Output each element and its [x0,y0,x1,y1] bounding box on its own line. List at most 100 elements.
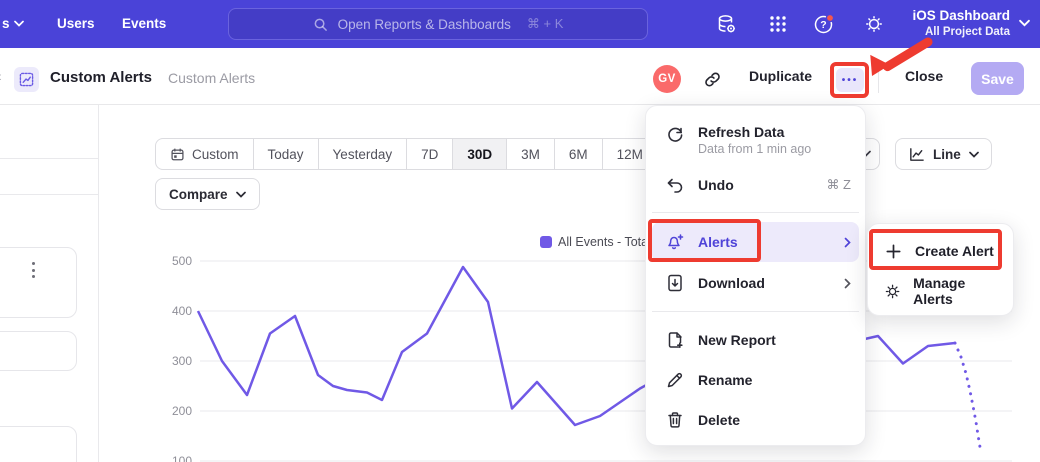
compare-button[interactable]: Compare [155,178,260,210]
search-input[interactable]: Open Reports & Dashboards ⌘ + K [228,8,648,40]
range-label: Custom [192,147,239,162]
svg-text:?: ? [820,19,826,31]
chevron-right-icon [844,237,851,248]
nav-item-partial[interactable]: s [2,0,10,48]
save-label: Save [981,71,1014,87]
apps-grid-icon[interactable] [767,13,789,35]
save-button[interactable]: Save [971,62,1024,95]
trash-icon [665,410,685,430]
report-header: ‹ Custom Alerts Custom Alerts GV Duplica… [0,48,1040,105]
chart-type-button[interactable]: Line [895,138,992,170]
series-line-incomplete-dotted [955,343,980,447]
nav-item-events[interactable]: Events [122,0,166,48]
help-icon[interactable]: ? [813,13,835,35]
range-yesterday[interactable]: Yesterday [318,139,407,169]
range-today[interactable]: Today [253,139,318,169]
menu-item-label: Delete [698,412,740,428]
page-title: Custom Alerts [50,69,152,86]
sidebar-card[interactable] [0,247,77,318]
date-range-control: Custom Today Yesterday 7D 30D 3M 6M 12M [155,138,658,170]
close-button[interactable]: Close [905,68,943,84]
app-window: 500400300200100 All Events - Total Custo… [0,0,1040,462]
nav-item-users[interactable]: Users [57,0,95,48]
avatar-initials: GV [658,73,676,85]
line-chart-icon [908,146,925,163]
menu-item-label: Undo [698,177,734,193]
submenu-item-manage-alerts[interactable]: Manage Alerts [874,271,1007,311]
menu-item-undo[interactable]: Undo ⌘ Z [652,165,859,205]
undo-icon [665,175,685,195]
menu-item-download[interactable]: Download [652,263,859,303]
y-tick-label: 400 [172,304,192,318]
settings-gear-icon[interactable] [863,13,885,35]
more-options-button[interactable]: ••• [836,68,864,92]
sidebar-card[interactable] [0,331,77,371]
menu-item-label: Rename [698,372,752,388]
nav-item-label: Users [57,16,95,31]
sidebar-card[interactable] [0,426,77,462]
menu-item-alerts[interactable]: Alerts [652,222,859,262]
chevron-down-icon [969,151,979,158]
y-tick-label: 200 [172,404,192,418]
nav-item-label: Events [122,16,166,31]
shortcut-label: ⌘ Z [826,177,851,193]
project-switcher[interactable]: iOS Dashboard All Project Data [912,7,1010,39]
chevron-right-icon [844,278,851,289]
search-icon [313,17,328,32]
divider [0,158,99,159]
duplicate-label: Duplicate [749,68,812,84]
chevron-down-icon [236,191,246,198]
more-dots: ••• [842,75,859,86]
range-label: Yesterday [333,147,393,162]
top-navbar: s Users Events Open Reports & Dashboards… [0,0,1040,48]
range-label: 30D [467,147,492,162]
chevron-down-icon [1019,19,1030,27]
duplicate-button[interactable]: Duplicate [749,68,812,84]
legend-label: All Events - Total [558,235,651,249]
close-label: Close [905,68,943,84]
range-label: 12M [617,147,643,162]
kebab-menu-icon[interactable] [32,262,36,282]
range-7d[interactable]: 7D [406,139,452,169]
chart-type-label: Line [933,147,961,162]
range-30d-selected[interactable]: 30D [452,139,506,169]
chevron-down-icon [14,20,24,27]
submenu-item-create-alert[interactable]: Create Alert [874,231,1007,271]
refresh-icon [665,124,685,144]
chart-legend: All Events - Total [540,235,651,249]
pencil-icon [665,370,685,390]
y-tick-label: 500 [172,254,192,268]
divider [652,311,859,312]
copy-link-icon[interactable] [703,70,722,89]
project-name: iOS Dashboard [912,7,1010,25]
submenu-item-label: Manage Alerts [913,275,999,307]
range-3m[interactable]: 3M [506,139,554,169]
menu-item-label: Alerts [698,234,738,250]
plus-icon [884,242,903,261]
menu-item-label: Download [698,275,765,291]
refresh-subtitle: Data from 1 min ago [698,142,811,156]
compare-label: Compare [169,187,228,202]
new-report-icon [665,330,685,350]
project-scope: All Project Data [912,25,1010,39]
menu-item-label: Refresh Data [698,124,784,140]
menu-item-delete[interactable]: Delete [652,400,859,440]
range-label: 6M [569,147,588,162]
breadcrumb: Custom Alerts [168,70,255,86]
menu-item-rename[interactable]: Rename [652,360,859,400]
avatar[interactable]: GV [653,65,681,93]
y-tick-label: 100 [172,454,192,462]
bell-plus-icon [665,232,685,252]
menu-item-new-report[interactable]: New Report [652,320,859,360]
submenu-item-label: Create Alert [915,243,994,259]
report-icon-badge [14,67,39,92]
search-shortcut: ⌘ + K [527,16,564,32]
search-placeholder: Open Reports & Dashboards [338,17,511,32]
back-chevron-sliver[interactable]: ‹ [0,68,2,84]
range-6m[interactable]: 6M [554,139,602,169]
range-label: Today [268,147,304,162]
divider [652,212,859,213]
range-label: 7D [421,147,438,162]
data-management-icon[interactable] [715,13,737,35]
range-custom[interactable]: Custom [156,139,253,169]
